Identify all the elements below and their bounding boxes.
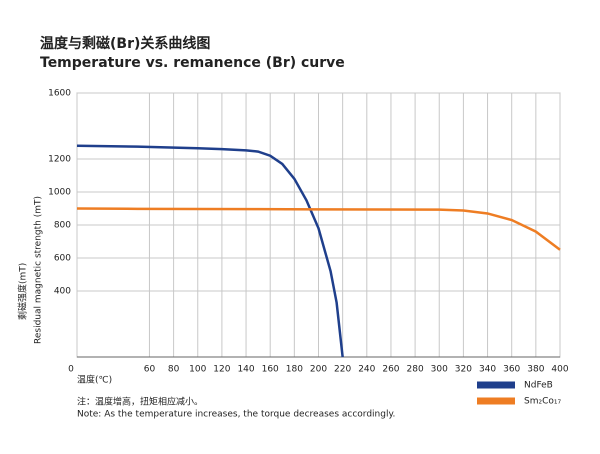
legend-label: NdFeB xyxy=(524,381,553,391)
legend-swatch xyxy=(477,397,515,405)
note: 注：温度增高，扭矩相应减小。 xyxy=(77,396,203,408)
y-tick-label: 1600 xyxy=(48,89,71,99)
legend-swatch xyxy=(477,381,515,389)
line xyxy=(76,144,344,358)
x-tick-label: 400 xyxy=(551,365,568,375)
y-tick-label: 1200 xyxy=(48,155,71,165)
x-tick-label: 140 xyxy=(237,365,254,375)
note: Note: As the temperature increases, the … xyxy=(77,410,395,420)
x-tick-label: 220 xyxy=(334,365,351,375)
y-tick-label: 1000 xyxy=(48,188,71,198)
x-tick-label: 200 xyxy=(310,365,327,375)
y-axis-label: 剩磁强度(mT) xyxy=(17,263,29,320)
x-tick-label: 80 xyxy=(168,365,180,375)
x-tick-label: 60 xyxy=(144,365,156,375)
chart-title: 温度与剩磁(Br)关系曲线图 xyxy=(40,35,210,52)
x-tick-label: 160 xyxy=(262,365,279,375)
x-tick-label: 280 xyxy=(407,365,424,375)
x-tick-label: 300 xyxy=(431,365,448,375)
chart-subtitle: Temperature vs. remanence (Br) curve xyxy=(40,55,345,71)
x-tick-label: 120 xyxy=(213,365,230,375)
x-tick-label: 180 xyxy=(286,365,303,375)
x-tick-label: 0 xyxy=(68,365,74,375)
y-tick-label: 400 xyxy=(54,287,71,297)
y-tick-label: 800 xyxy=(54,221,71,231)
x-tick-label: 240 xyxy=(358,365,375,375)
x-tick-label: 100 xyxy=(189,365,206,375)
x-tick-label: 380 xyxy=(527,365,544,375)
x-tick-label: 360 xyxy=(503,365,520,375)
y-tick-label: 600 xyxy=(54,254,71,264)
x-tick-label: 260 xyxy=(382,365,399,375)
x-axis-label: 温度(℃) xyxy=(77,374,112,386)
line xyxy=(76,207,561,251)
x-tick-label: 320 xyxy=(455,365,472,375)
legend-label: Sm₂Co₁₇ xyxy=(524,397,561,407)
x-tick-label: 340 xyxy=(479,365,496,375)
y-axis-label-en: Residual magnetic strength (mT) xyxy=(34,196,44,344)
